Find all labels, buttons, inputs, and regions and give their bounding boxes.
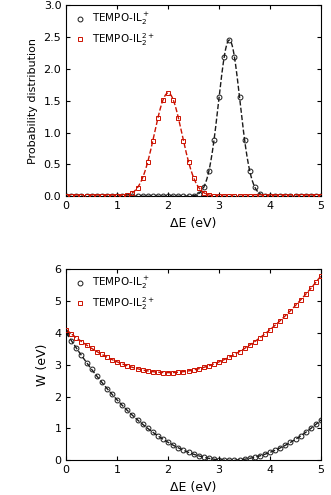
- Line: TEMPO-IL$_2^+$: TEMPO-IL$_2^+$: [64, 38, 323, 198]
- TEMPO-IL$_2^{2+}$: [146, 159, 150, 165]
- TEMPO-IL$_2^{2+}$: [314, 279, 318, 285]
- TEMPO-IL$_2^{2+}$: [141, 175, 145, 181]
- TEMPO-IL$_2^{2+}$: [120, 193, 124, 199]
- TEMPO-IL$_2^{2+}$: [64, 194, 68, 199]
- TEMPO-IL$_2^+$: [319, 417, 323, 423]
- Y-axis label: W (eV): W (eV): [36, 344, 49, 386]
- Legend: TEMPO-IL$_2^+$, TEMPO-IL$_2^{2+}$: TEMPO-IL$_2^+$, TEMPO-IL$_2^{2+}$: [71, 273, 157, 314]
- TEMPO-IL$_2^{2+}$: [64, 327, 68, 333]
- TEMPO-IL$_2^+$: [319, 194, 323, 199]
- TEMPO-IL$_2^{2+}$: [141, 367, 145, 373]
- TEMPO-IL$_2^{2+}$: [314, 194, 318, 199]
- TEMPO-IL$_2^{2+}$: [146, 368, 150, 374]
- TEMPO-IL$_2^{2+}$: [319, 194, 323, 199]
- TEMPO-IL$_2^+$: [146, 194, 150, 199]
- TEMPO-IL$_2^+$: [141, 421, 145, 427]
- TEMPO-IL$_2^+$: [314, 421, 318, 427]
- Y-axis label: Probability distribution: Probability distribution: [28, 38, 38, 164]
- TEMPO-IL$_2^+$: [120, 194, 124, 199]
- Line: TEMPO-IL$_2^+$: TEMPO-IL$_2^+$: [64, 330, 323, 463]
- TEMPO-IL$_2^+$: [146, 426, 150, 432]
- TEMPO-IL$_2^+$: [253, 184, 257, 190]
- TEMPO-IL$_2^+$: [120, 402, 124, 408]
- Legend: TEMPO-IL$_2^+$, TEMPO-IL$_2^{2+}$: TEMPO-IL$_2^+$, TEMPO-IL$_2^{2+}$: [71, 9, 157, 50]
- TEMPO-IL$_2^+$: [64, 330, 68, 336]
- TEMPO-IL$_2^+$: [227, 457, 231, 463]
- TEMPO-IL$_2^+$: [238, 457, 242, 463]
- Line: TEMPO-IL$_2^{2+}$: TEMPO-IL$_2^{2+}$: [64, 273, 323, 375]
- TEMPO-IL$_2^{2+}$: [319, 273, 323, 279]
- TEMPO-IL$_2^{2+}$: [238, 194, 242, 199]
- TEMPO-IL$_2^{2+}$: [253, 194, 257, 199]
- TEMPO-IL$_2^{2+}$: [238, 348, 242, 354]
- TEMPO-IL$_2^+$: [238, 94, 242, 100]
- TEMPO-IL$_2^+$: [64, 194, 68, 199]
- TEMPO-IL$_2^+$: [314, 194, 318, 199]
- TEMPO-IL$_2^+$: [141, 194, 145, 199]
- TEMPO-IL$_2^+$: [253, 454, 257, 460]
- TEMPO-IL$_2^{2+}$: [253, 339, 257, 345]
- TEMPO-IL$_2^+$: [227, 37, 231, 43]
- X-axis label: ΔE (eV): ΔE (eV): [170, 217, 217, 230]
- Line: TEMPO-IL$_2^{2+}$: TEMPO-IL$_2^{2+}$: [64, 91, 323, 198]
- TEMPO-IL$_2^{2+}$: [120, 361, 124, 367]
- TEMPO-IL$_2^{2+}$: [166, 90, 170, 96]
- X-axis label: ΔE (eV): ΔE (eV): [170, 481, 217, 494]
- TEMPO-IL$_2^{2+}$: [166, 370, 170, 376]
